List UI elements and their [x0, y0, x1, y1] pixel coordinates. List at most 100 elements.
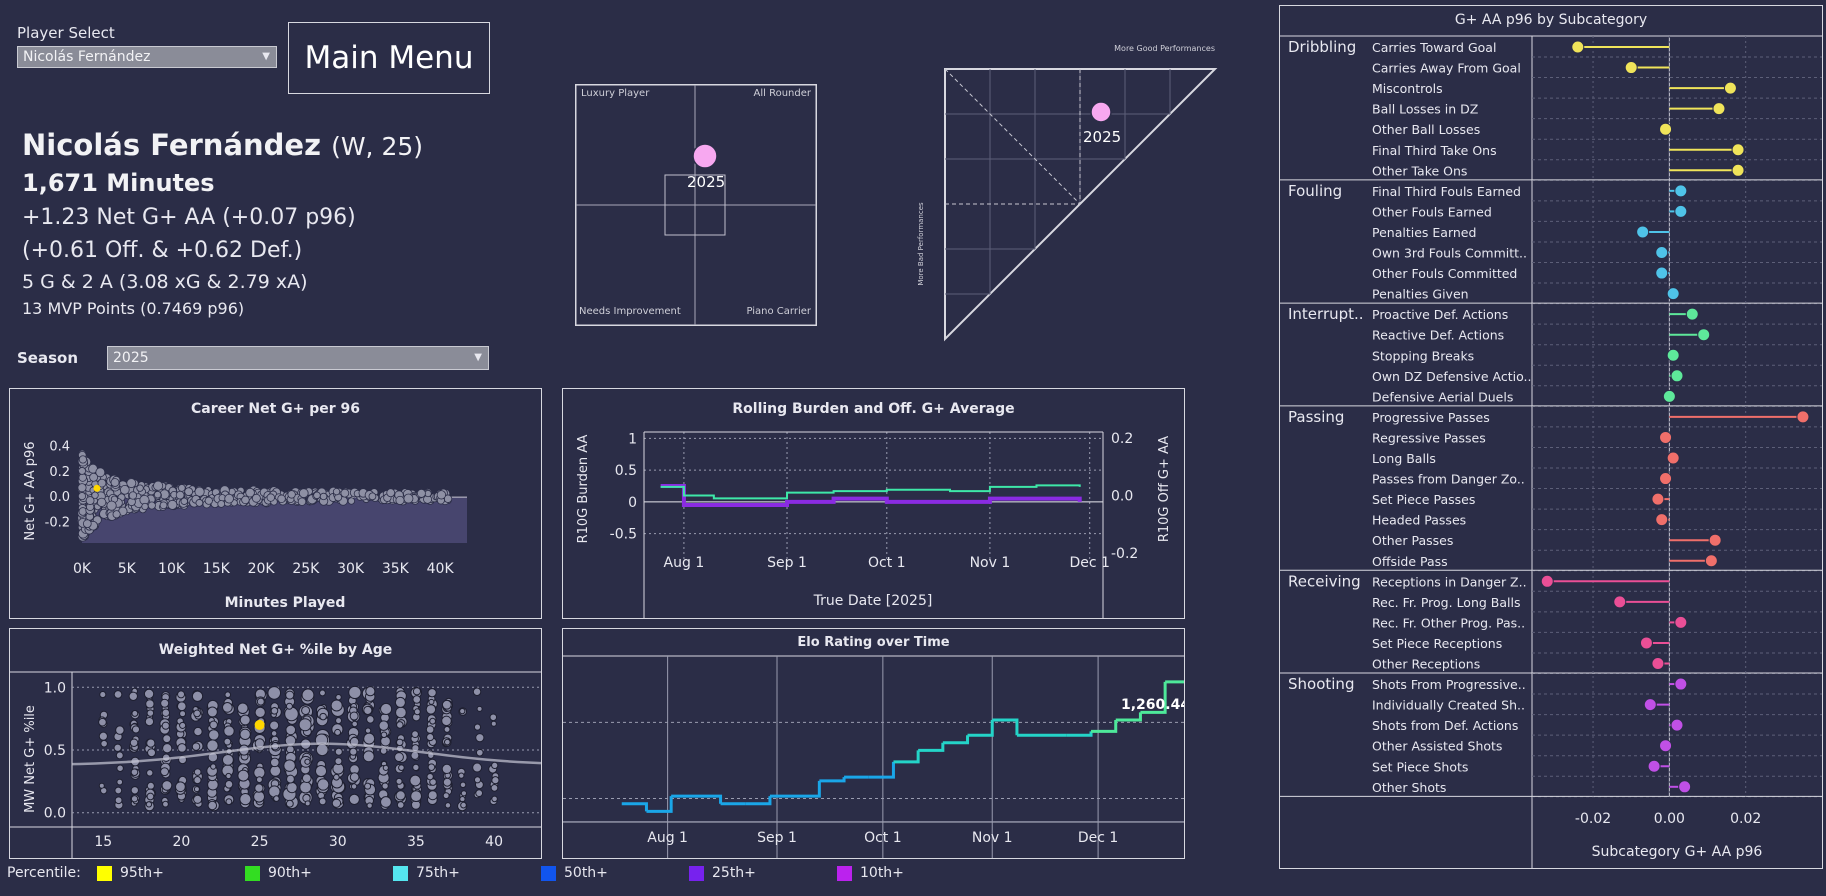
age-point [348, 685, 362, 700]
subcat-item-label: Own 3rd Fouls Committ.. [1372, 246, 1527, 261]
subcat-item-label: Other Fouls Earned [1372, 204, 1492, 219]
career-point [82, 519, 92, 529]
age-point [285, 799, 294, 808]
career-point [224, 493, 234, 504]
subcat-lollipop-dot [1639, 636, 1653, 650]
age-point [319, 712, 327, 721]
age-point [411, 730, 419, 739]
season-dropdown[interactable]: 2025 ▼ [107, 346, 489, 370]
subcat-lollipop-dot [1655, 266, 1669, 280]
chevron-down-icon: ▼ [262, 51, 270, 62]
career-point [159, 501, 168, 510]
age-point [193, 768, 202, 776]
age-point [208, 729, 220, 741]
quadrant-tr-label: All Rounder [754, 88, 812, 99]
legend-item: 90th+ [245, 865, 312, 881]
subcat-item-label: Other Ball Losses [1372, 122, 1480, 137]
age-point [426, 772, 434, 781]
rolling-series-left [660, 483, 1082, 508]
subcat-lollipop-dot [1651, 492, 1665, 506]
age-point [334, 747, 343, 756]
age-ytick: 0.5 [44, 743, 66, 759]
elo-step [745, 796, 772, 806]
player-select-dropdown[interactable]: Nicolás Fernández ▼ [17, 46, 277, 68]
age-point [378, 720, 389, 731]
subcat-xtick: -0.02 [1575, 811, 1611, 827]
subcat-lollipop-dot [1571, 40, 1585, 54]
age-point [350, 783, 358, 790]
subcat-lollipop-dot [1662, 389, 1676, 403]
subcat-item-label: Final Third Fouls Earned [1372, 184, 1521, 199]
age-point [239, 728, 251, 741]
age-point [193, 726, 203, 737]
age-point [146, 738, 156, 748]
career-point [241, 495, 250, 505]
subcat-item-label: Shots from Def. Actions [1372, 718, 1518, 733]
career-point [332, 488, 341, 496]
age-point [426, 733, 435, 742]
age-point [175, 781, 186, 793]
triangle-point [1090, 101, 1112, 123]
age-point [116, 764, 124, 772]
career-point [77, 492, 87, 501]
elo-step [621, 802, 648, 812]
legend-item: 10th+ [837, 865, 904, 881]
legend-item: 25th+ [689, 865, 756, 881]
player-mvp: 13 MVP Points (0.7469 p96) [22, 299, 245, 318]
age-point [98, 782, 105, 789]
age-point [286, 774, 295, 784]
age-point [410, 790, 423, 803]
age-ytick: 0.0 [44, 806, 66, 822]
subcat-lollipop-dot [1796, 410, 1810, 424]
career-point [78, 473, 87, 482]
career-xtick: 40K [427, 561, 455, 577]
age-point [460, 801, 467, 809]
rolling-ytick-right: -0.2 [1111, 546, 1138, 562]
triangle-left-label: More Bad Performances [917, 202, 925, 286]
subcat-lollipop-dot [1624, 61, 1638, 75]
age-point [380, 735, 391, 747]
age-point [413, 708, 421, 716]
age-point [304, 800, 311, 807]
main-menu-button[interactable]: Main Menu [288, 22, 490, 94]
age-point [191, 742, 201, 751]
rolling-ytick-right: 0.2 [1111, 431, 1133, 447]
age-point [269, 765, 282, 777]
career-point [153, 490, 162, 499]
subcat-lollipop-dot [1659, 430, 1673, 444]
age-point [490, 720, 497, 727]
age-point [270, 730, 278, 737]
age-point [443, 725, 451, 733]
age-point [299, 781, 312, 794]
rolling-xlabel: True Date [2025] [813, 593, 933, 609]
subcat-lollipop-dot [1674, 615, 1688, 629]
age-chart: 15 20 25 30 35 40 1.0 0.5 0.0 MW Net G+ %ile [10, 671, 541, 858]
age-point [395, 777, 403, 785]
career-point [180, 497, 188, 505]
age-point [224, 780, 234, 789]
elo-step [646, 796, 673, 813]
career-xtick: 10K [158, 561, 186, 577]
triangle-diag-dashed [944, 68, 1081, 205]
age-point [319, 689, 326, 697]
rolling-panel: Rolling Burden and Off. G+ Average Aug 1… [562, 388, 1185, 619]
age-point [427, 790, 438, 801]
elo-xtick: Oct 1 [864, 830, 902, 846]
career-chart: 0K 5K 10K 15K 20K 25K 30K 35K 40K -0.2 0.0 0.2 0.4 M… [23, 440, 467, 611]
subcat-lollipop-dot [1647, 759, 1661, 773]
career-xtick: 30K [337, 561, 365, 577]
career-point [251, 493, 261, 503]
age-point [146, 792, 155, 801]
legend-swatch [837, 865, 852, 881]
age-point [395, 790, 406, 801]
elo-step [819, 777, 846, 783]
age-point [115, 751, 124, 760]
career-point [175, 490, 185, 500]
legend-swatch [245, 865, 260, 881]
career-point [195, 499, 204, 507]
rolling-ytick-left: 0 [628, 495, 637, 511]
age-point [143, 688, 155, 700]
career-point [110, 478, 120, 487]
age-point [239, 793, 252, 806]
career-point [126, 478, 137, 489]
